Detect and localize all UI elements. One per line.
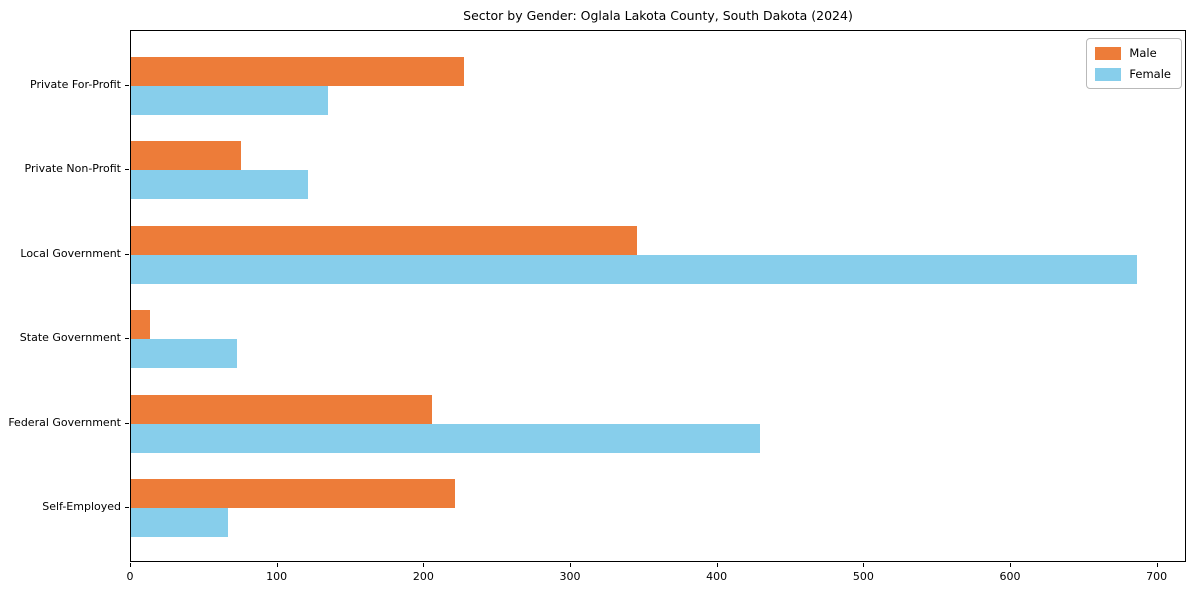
x-tick-3 [570, 563, 571, 567]
bar-female-4 [131, 423, 761, 453]
y-tick-2 [125, 253, 129, 255]
y-tick-0 [125, 84, 129, 86]
y-tick-1 [125, 169, 129, 171]
x-tick-label-5: 500 [852, 570, 874, 583]
legend-entry-female: Female [1095, 67, 1171, 81]
x-tick-label-0: 0 [126, 570, 134, 583]
legend-label-female: Female [1129, 67, 1171, 81]
bar-male-5 [131, 479, 456, 509]
y-axis-label-1: Private Non-Profit [24, 162, 121, 176]
female-color-swatch [1095, 67, 1122, 81]
bar-male-3 [131, 310, 151, 340]
bar-male-1 [131, 141, 241, 171]
x-tick-label-7: 700 [1146, 570, 1168, 583]
bar-male-0 [131, 56, 464, 86]
bar-male-4 [131, 394, 432, 424]
x-tick-label-1: 100 [266, 570, 288, 583]
x-tick-label-2: 200 [412, 570, 434, 583]
y-tick-4 [125, 422, 129, 424]
plot-area [130, 30, 1186, 562]
bar-female-2 [131, 254, 1138, 284]
chart-title: Sector by Gender: Oglala Lakota County, … [463, 8, 853, 23]
x-tick-0 [130, 563, 131, 567]
male-color-swatch [1095, 46, 1122, 60]
bar-female-1 [131, 170, 309, 200]
bar-female-3 [131, 339, 237, 369]
x-tick-label-4: 400 [706, 570, 728, 583]
x-tick-7 [1156, 563, 1158, 567]
y-axis-label-3: State Government [19, 331, 121, 345]
x-tick-5 [863, 563, 865, 567]
y-tick-3 [125, 338, 129, 340]
x-tick-4 [716, 563, 718, 567]
y-axis-label-4: Federal Government [8, 415, 121, 429]
x-tick-1 [276, 563, 278, 567]
bar-female-0 [131, 85, 328, 115]
x-tick-6 [1010, 563, 1011, 567]
legend-label-male: Male [1129, 46, 1157, 60]
y-axis-label-5: Self-Employed [42, 500, 121, 514]
y-tick-5 [125, 507, 129, 509]
y-axis-label-0: Private For-Profit [30, 77, 121, 91]
legend: Male Female [1086, 38, 1182, 89]
bar-male-2 [131, 225, 637, 255]
x-tick-label-3: 300 [559, 570, 581, 583]
x-tick-label-6: 600 [999, 570, 1021, 583]
x-tick-2 [423, 563, 425, 567]
legend-entry-male: Male [1095, 46, 1171, 60]
y-axis-label-2: Local Government [20, 246, 121, 260]
bar-female-5 [131, 508, 228, 538]
